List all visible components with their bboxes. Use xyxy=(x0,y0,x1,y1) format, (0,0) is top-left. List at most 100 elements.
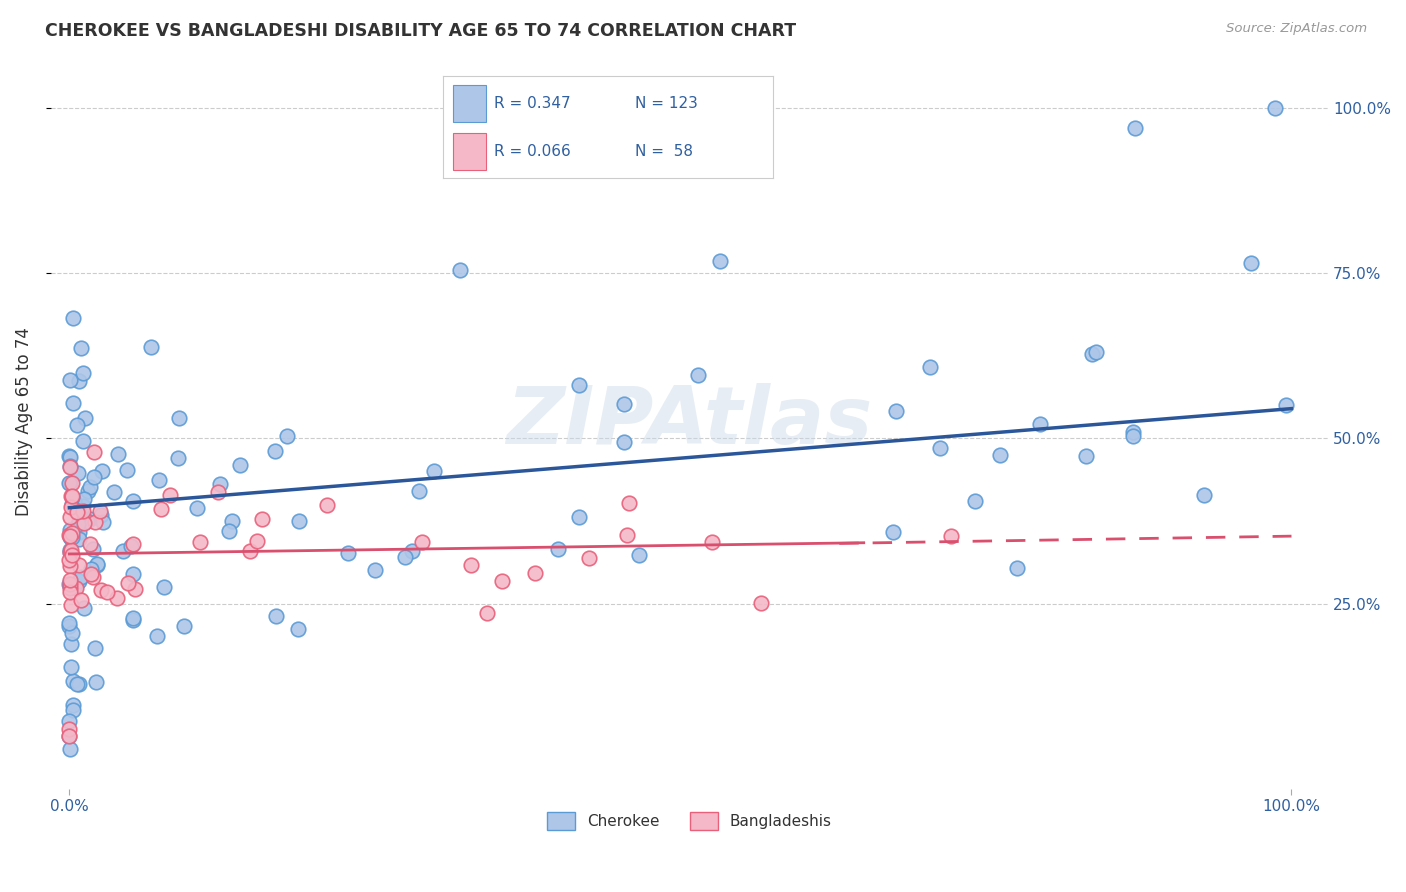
Point xyxy=(1028,417,1050,431)
Point xyxy=(115,463,138,477)
Text: CHEROKEE VS BANGLADESHI DISABILITY AGE 65 TO 74 CORRELATION CHART: CHEROKEE VS BANGLADESHI DISABILITY AGE 6… xyxy=(45,22,796,40)
Point xyxy=(60,625,83,640)
Point xyxy=(153,580,176,594)
Point xyxy=(58,553,80,567)
Point xyxy=(239,544,262,558)
Point xyxy=(72,434,94,448)
Point xyxy=(60,543,83,558)
Point xyxy=(882,524,904,539)
Text: R = 0.347: R = 0.347 xyxy=(494,96,571,111)
Point xyxy=(86,557,108,571)
Point xyxy=(66,504,89,518)
Point xyxy=(65,578,87,592)
Point xyxy=(121,611,143,625)
Point xyxy=(66,418,89,433)
Point xyxy=(58,581,80,595)
Point xyxy=(79,512,101,526)
Point xyxy=(58,577,80,591)
Text: ZIPAtlas: ZIPAtlas xyxy=(506,383,873,461)
Point xyxy=(60,476,83,491)
Point xyxy=(72,504,94,518)
Point xyxy=(963,493,986,508)
Point xyxy=(159,488,181,502)
Point xyxy=(246,534,269,549)
Point xyxy=(252,512,274,526)
Point xyxy=(62,549,84,563)
Point xyxy=(1122,428,1144,442)
Point xyxy=(149,501,172,516)
Point xyxy=(80,566,103,581)
Point xyxy=(547,542,569,557)
Point xyxy=(221,514,243,528)
Point xyxy=(218,524,240,538)
Point xyxy=(58,459,80,474)
Point xyxy=(229,458,252,472)
Text: N =  58: N = 58 xyxy=(634,145,693,160)
Point xyxy=(58,714,80,728)
Legend: Cherokee, Bangladeshis: Cherokee, Bangladeshis xyxy=(541,806,838,836)
Point xyxy=(122,493,145,508)
Point xyxy=(67,524,90,539)
Point xyxy=(58,729,80,743)
Point xyxy=(941,529,963,543)
Point xyxy=(288,514,311,528)
Point xyxy=(76,514,98,528)
Point xyxy=(62,490,84,504)
Point xyxy=(578,550,600,565)
Point xyxy=(749,596,772,610)
Point xyxy=(702,534,724,549)
Point xyxy=(173,619,195,633)
Point xyxy=(60,497,83,511)
Point xyxy=(59,559,82,574)
Point xyxy=(1081,346,1104,360)
Point xyxy=(59,529,82,543)
Point xyxy=(122,537,145,551)
Point xyxy=(207,484,229,499)
Point xyxy=(67,558,90,572)
Point xyxy=(91,464,114,478)
Point xyxy=(120,539,142,553)
Point xyxy=(96,585,118,599)
Point xyxy=(411,535,433,549)
Point xyxy=(408,483,430,498)
Point xyxy=(66,677,89,691)
Point xyxy=(103,485,125,500)
Point xyxy=(884,404,907,418)
Point xyxy=(58,449,80,463)
Point xyxy=(90,583,112,598)
Point xyxy=(616,528,638,542)
Point xyxy=(613,397,636,411)
Point xyxy=(60,530,83,544)
Point xyxy=(122,566,145,581)
Point xyxy=(73,492,96,507)
Point xyxy=(60,489,83,503)
Point xyxy=(73,516,96,530)
Text: N = 123: N = 123 xyxy=(634,96,697,111)
Bar xyxy=(453,85,486,122)
Point xyxy=(58,615,80,630)
Point xyxy=(167,451,190,466)
Point xyxy=(75,411,97,425)
Point xyxy=(263,443,285,458)
Point xyxy=(63,494,86,508)
Point xyxy=(60,500,83,515)
Point xyxy=(167,411,190,425)
Y-axis label: Disability Age 65 to 74: Disability Age 65 to 74 xyxy=(15,327,32,516)
Point xyxy=(84,515,107,529)
Point xyxy=(62,703,84,717)
Point xyxy=(1005,561,1028,575)
Point xyxy=(59,542,82,557)
Point xyxy=(84,675,107,690)
Point xyxy=(117,576,139,591)
Point xyxy=(209,477,232,491)
Point xyxy=(86,558,108,572)
Point xyxy=(928,441,950,455)
Point xyxy=(148,473,170,487)
Point xyxy=(62,698,84,713)
Point xyxy=(523,566,546,580)
Point xyxy=(83,444,105,458)
Point xyxy=(423,464,446,478)
Point xyxy=(124,582,146,596)
Point xyxy=(67,508,90,523)
Point xyxy=(918,360,941,375)
